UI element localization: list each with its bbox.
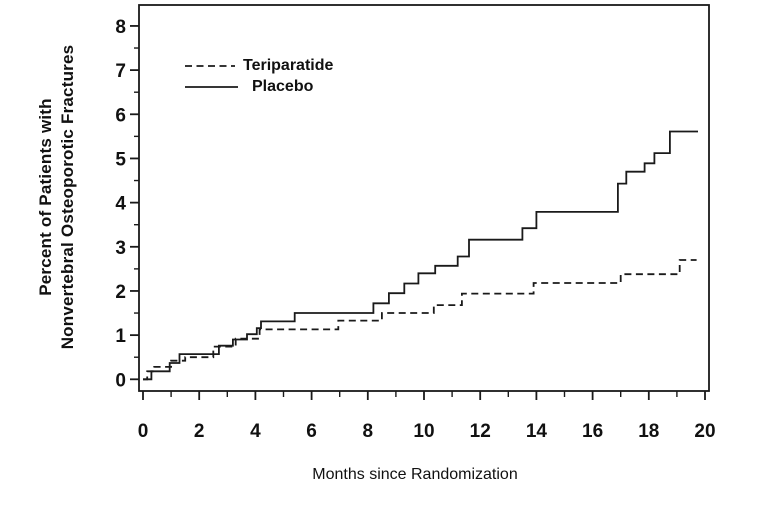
legend-label-placebo: Placebo — [252, 77, 314, 95]
series-placebo-line — [143, 130, 698, 381]
y-tick-label: 5 — [115, 149, 126, 170]
x-tick-label: 16 — [582, 421, 603, 442]
x-tick-label: 12 — [470, 421, 491, 442]
legend-dashed-line-icon — [185, 64, 235, 67]
legend-label-teriparatide: Teriparatide — [243, 56, 334, 74]
y-tick-label: 8 — [115, 17, 126, 38]
y-tick-label: 0 — [115, 370, 126, 391]
x-tick-label: 2 — [194, 421, 205, 442]
y-tick-label: 1 — [115, 326, 126, 347]
legend: Teriparatide Placebo — [185, 55, 333, 97]
x-tick-label: 4 — [250, 421, 261, 442]
legend-solid-line-icon — [185, 85, 238, 88]
legend-item-placebo: Placebo — [185, 76, 333, 97]
y-axis-title-line2: Nonvertebral Osteoporotic Fractures — [58, 44, 77, 350]
x-tick-label: 6 — [306, 421, 317, 442]
x-axis-title: Months since Randomization — [312, 466, 518, 483]
x-tick-label: 10 — [413, 421, 434, 442]
x-tick-label: 18 — [638, 421, 659, 442]
x-tick-label: 8 — [363, 421, 374, 442]
y-tick-label: 7 — [115, 61, 126, 82]
y-tick-label: 4 — [115, 194, 126, 215]
y-axis-ticks: 0 1 2 3 4 5 6 7 8 — [115, 17, 139, 391]
x-axis-ticks: 0 2 4 6 8 10 12 14 16 18 20 — [138, 391, 716, 442]
y-axis-title: Percent of Patients with Nonvertebral Os… — [35, 27, 79, 367]
x-tick-label: 14 — [526, 421, 548, 442]
x-tick-label: 20 — [694, 421, 715, 442]
series-teriparatide-line — [143, 259, 697, 381]
y-axis-title-line1: Percent of Patients with — [36, 98, 55, 296]
y-tick-label: 6 — [115, 105, 126, 126]
x-tick-label: 0 — [138, 421, 149, 442]
chart-series — [143, 130, 698, 381]
y-tick-label: 3 — [115, 238, 126, 259]
legend-item-teriparatide: Teriparatide — [185, 55, 333, 76]
y-tick-label: 2 — [115, 282, 126, 303]
